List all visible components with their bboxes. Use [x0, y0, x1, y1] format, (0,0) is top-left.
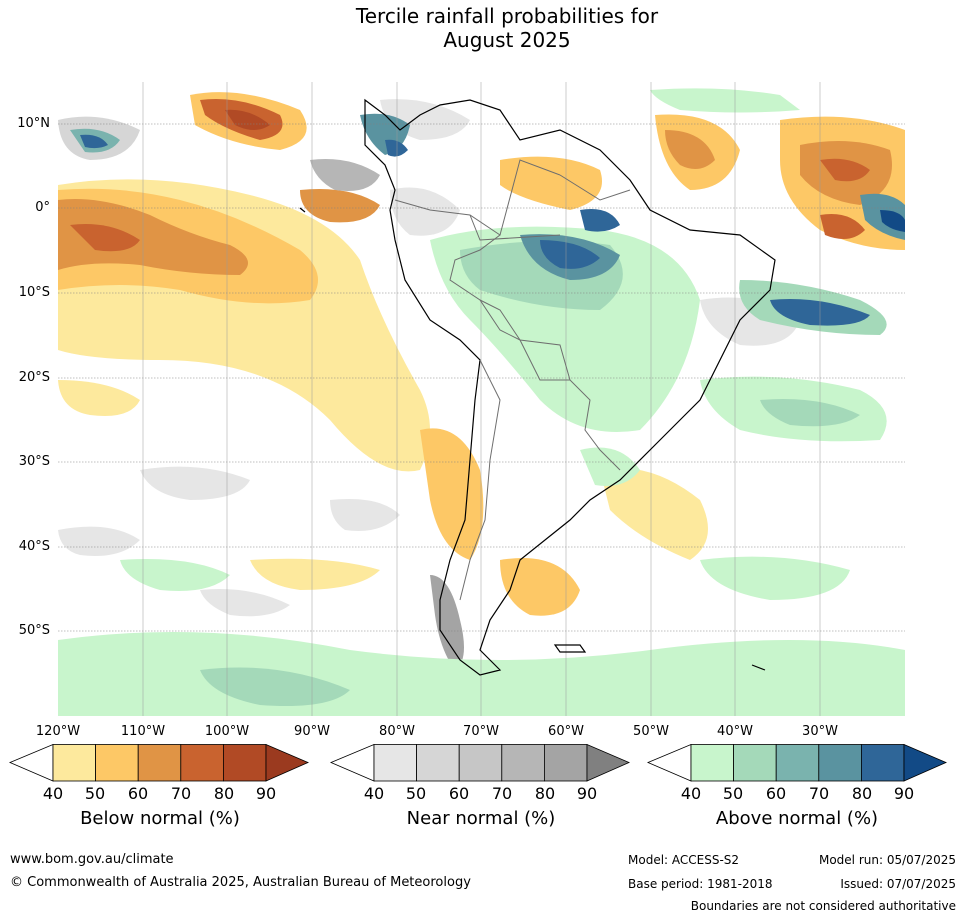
lon-label-120w: 120°W	[35, 724, 81, 739]
country-borders	[394, 159, 631, 601]
colorbar-label-above-normal: Above normal (%)	[715, 808, 879, 829]
lat-label-0: 0°	[35, 200, 50, 215]
issued-date: Issued: 07/07/2025	[840, 877, 956, 891]
colorbar-bin	[818, 744, 862, 782]
tick-label: 80	[213, 784, 235, 803]
lat-label-10n: 10°N	[17, 116, 50, 131]
lon-label-80w: 80°W	[379, 724, 415, 739]
tick-label: 70	[808, 784, 830, 803]
boundary-disclaimer: Boundaries are not considered authoritat…	[690, 899, 956, 913]
tick-label: 50	[84, 784, 106, 803]
lon-label-100w: 100°W	[204, 724, 250, 739]
probability-field	[58, 82, 905, 716]
map-title: Tercile rainfall probabilities for Augus…	[0, 4, 965, 52]
lon-label-90w: 90°W	[294, 724, 330, 739]
lat-label-30s: 30°S	[18, 454, 50, 469]
tick-label: 80	[534, 784, 556, 803]
colorbar-label-below-normal: Below normal (%)	[80, 808, 240, 829]
colorbar-near-normal	[329, 744, 633, 782]
base-period: Base period: 1981-2018	[628, 877, 773, 891]
lat-label-20s: 20°S	[18, 370, 50, 385]
lat-label-50s: 50°S	[18, 623, 50, 638]
tick-label: 70	[491, 784, 513, 803]
lon-label-30w: 30°W	[802, 724, 838, 739]
colorbar-bin	[775, 744, 820, 782]
lon-label-60w: 60°W	[548, 724, 584, 739]
colorbar-bin	[222, 744, 267, 782]
colorbar-bin	[458, 744, 503, 782]
tick-label: 90	[255, 784, 277, 803]
tick-label: 80	[851, 784, 873, 803]
colorbar-extend-high	[586, 744, 631, 782]
lon-label-110w: 110°W	[120, 724, 166, 739]
tick-label: 90	[576, 784, 598, 803]
tick-label: 50	[722, 784, 744, 803]
colorbar-bin	[95, 744, 139, 782]
lon-label-70w: 70°W	[463, 724, 499, 739]
lon-label-50w: 50°W	[633, 724, 669, 739]
tick-label: 60	[127, 784, 149, 803]
copyright-notice: © Commonwealth of Australia 2025, Austra…	[10, 875, 471, 890]
title-line-1: Tercile rainfall probabilities for	[355, 4, 659, 28]
lat-label-40s: 40°S	[18, 539, 50, 554]
tick-label: 40	[363, 784, 385, 803]
meridians	[142, 82, 821, 716]
colorbar-bin	[860, 744, 905, 782]
colorbar-extend-high	[903, 744, 948, 782]
colorbar-bin	[501, 744, 545, 782]
colorbar-extend-low	[646, 744, 692, 782]
coastline	[299, 98, 776, 676]
lat-label-10s: 10°S	[18, 285, 50, 300]
colorbar-bin	[137, 744, 182, 782]
lon-label-40w: 40°W	[717, 724, 753, 739]
tick-label: 50	[405, 784, 427, 803]
tick-label: 60	[765, 784, 787, 803]
colorbar-extend-low	[329, 744, 375, 782]
colorbar-bin	[180, 744, 224, 782]
model-run-date: Model run: 05/07/2025	[818, 853, 956, 867]
tick-label: 40	[680, 784, 702, 803]
colorbar-bin	[733, 744, 777, 782]
graticule	[58, 123, 905, 632]
colorbar-bin	[690, 744, 734, 782]
website-link[interactable]: www.bom.gov.au/climate	[10, 852, 174, 867]
model-name: Model: ACCESS-S2	[628, 853, 740, 867]
colorbar-extend-low	[8, 744, 54, 782]
colorbar-above-normal	[646, 744, 950, 782]
colorbar-extend-high	[265, 744, 310, 782]
colorbar-bin	[543, 744, 588, 782]
tick-label: 40	[42, 784, 64, 803]
colorbar-bin	[416, 744, 460, 782]
colorbar-bin	[373, 744, 417, 782]
colorbar-below-normal	[8, 744, 312, 782]
tick-label: 70	[170, 784, 192, 803]
colorbar-label-near-normal: Near normal (%)	[406, 808, 556, 829]
tick-label: 90	[893, 784, 915, 803]
title-line-2: August 2025	[443, 28, 571, 52]
colorbar-bin	[52, 744, 96, 782]
tick-label: 60	[448, 784, 470, 803]
